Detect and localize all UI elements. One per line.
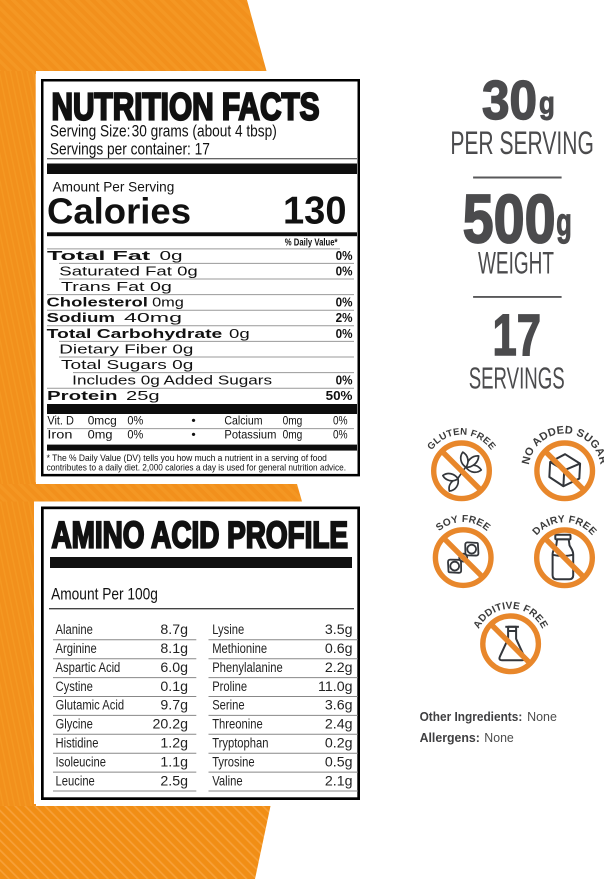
svg-text:Arginine: Arginine (56, 641, 97, 657)
svg-text:9.7g: 9.7g (160, 698, 188, 714)
svg-text:50%: 50% (326, 389, 353, 403)
svg-text:Dietary Fiber 0g: Dietary Fiber 0g (59, 342, 193, 356)
svg-text:AMINO ACID PROFILE: AMINO ACID PROFILE (52, 513, 349, 555)
svg-text:Methionine: Methionine (212, 641, 267, 657)
svg-text:0%: 0% (336, 296, 353, 310)
svg-text:Serving Size: 30 grams (about: Serving Size: 30 grams (about 4 tbsp) (50, 121, 277, 140)
svg-text:Trans Fat 0g: Trans Fat 0g (61, 280, 172, 294)
svg-text:0mg: 0mg (152, 296, 184, 310)
svg-text:0%: 0% (127, 428, 143, 442)
svg-text:Total Carbohydrate: Total Carbohydrate (47, 327, 223, 341)
svg-text:Includes 0g Added Sugars: Includes 0g Added Sugars (72, 374, 272, 388)
svg-text:2%: 2% (336, 311, 353, 325)
svg-text:Total Sugars 0g: Total Sugars 0g (61, 358, 193, 372)
svg-text:Amount Per 100g: Amount Per 100g (51, 586, 158, 604)
svg-text:contributes to a daily diet. 2: contributes to a daily diet. 2,000 calor… (47, 462, 346, 472)
svg-text:0.1g: 0.1g (160, 679, 188, 695)
svg-text:2.1g: 2.1g (325, 773, 353, 789)
svg-text:Glycine: Glycine (56, 717, 93, 733)
svg-text:2.4g: 2.4g (325, 717, 353, 733)
svg-text:25g: 25g (126, 389, 160, 403)
svg-text:0g: 0g (229, 327, 250, 341)
svg-text:0%: 0% (333, 428, 348, 442)
svg-text:% Daily Value*: % Daily Value* (285, 238, 338, 249)
svg-text:Total Fat: Total Fat (47, 249, 152, 263)
svg-text:Alanine: Alanine (56, 622, 93, 638)
svg-text:0.2g: 0.2g (325, 736, 353, 752)
svg-text:Tyrosine: Tyrosine (212, 754, 254, 770)
svg-text:Other Ingredients:: Other Ingredients: (420, 709, 523, 724)
svg-text:0mcg: 0mcg (88, 414, 117, 428)
svg-text:0.5g: 0.5g (325, 754, 353, 770)
svg-text:Iron: Iron (47, 428, 72, 442)
svg-text:0mg: 0mg (283, 428, 303, 442)
svg-text:Lysine: Lysine (212, 622, 244, 638)
svg-text:0mg: 0mg (283, 414, 303, 428)
svg-text:0mg: 0mg (88, 428, 113, 442)
svg-text:Calories: Calories (47, 191, 191, 232)
svg-text:30: 30 (482, 70, 537, 131)
svg-text:Threonine: Threonine (212, 717, 263, 733)
svg-text:1.2g: 1.2g (160, 736, 188, 752)
svg-text:0%: 0% (336, 327, 353, 341)
svg-text:Saturated Fat 0g: Saturated Fat 0g (59, 264, 198, 278)
svg-text:Cholesterol: Cholesterol (47, 296, 148, 310)
svg-text:20.2g: 20.2g (152, 717, 188, 733)
svg-text:Tryptophan: Tryptophan (212, 736, 268, 752)
svg-text:Leucine: Leucine (56, 773, 95, 789)
svg-text:Phenylalanine: Phenylalanine (212, 660, 283, 676)
svg-text:WEIGHT: WEIGHT (478, 245, 554, 281)
svg-text:Cystine: Cystine (56, 679, 93, 695)
svg-text:17: 17 (492, 303, 541, 368)
svg-text:Protein: Protein (47, 389, 118, 403)
svg-text:Calcium: Calcium (224, 414, 262, 428)
svg-text:8.1g: 8.1g (160, 641, 188, 657)
svg-text:Servings per container: 17: Servings per container: 17 (50, 140, 210, 159)
svg-text:Sodium: Sodium (47, 311, 116, 325)
svg-text:0%: 0% (333, 414, 348, 428)
svg-text:0%: 0% (336, 249, 353, 263)
svg-text:PER SERVING: PER SERVING (450, 125, 594, 161)
svg-text:40mg: 40mg (124, 311, 182, 325)
svg-text:2.2g: 2.2g (325, 660, 353, 676)
svg-text:0%: 0% (336, 374, 353, 388)
svg-text:g: g (539, 85, 555, 121)
svg-text:2.5g: 2.5g (160, 773, 188, 789)
svg-text:None: None (484, 730, 514, 745)
svg-text:3.5g: 3.5g (325, 622, 353, 638)
svg-text:NUTRITION FACTS: NUTRITION FACTS (52, 87, 320, 129)
svg-text:6.0g: 6.0g (160, 660, 188, 676)
svg-text:•: • (191, 414, 195, 428)
svg-text:Aspartic Acid: Aspartic Acid (56, 660, 121, 676)
svg-text:g: g (556, 202, 572, 245)
svg-text:500: 500 (463, 181, 556, 258)
svg-text:Isoleucine: Isoleucine (56, 754, 107, 770)
svg-text:130: 130 (283, 190, 347, 233)
svg-text:Potassium: Potassium (224, 428, 276, 442)
svg-text:0g: 0g (160, 249, 183, 263)
svg-text:1.1g: 1.1g (160, 754, 188, 770)
svg-text:Serine: Serine (212, 698, 244, 714)
svg-text:0%: 0% (127, 414, 143, 428)
svg-text:Vit. D: Vit. D (47, 414, 74, 428)
svg-text:11.0g: 11.0g (318, 679, 352, 695)
svg-text:8.7g: 8.7g (160, 622, 188, 638)
svg-text:Histidine: Histidine (56, 736, 99, 752)
svg-text:3.6g: 3.6g (325, 698, 353, 714)
svg-text:Allergens:: Allergens: (420, 730, 480, 745)
svg-text:0.6g: 0.6g (325, 641, 353, 657)
svg-text:Amount Per Serving: Amount Per Serving (53, 179, 175, 194)
svg-text:None: None (527, 709, 557, 724)
svg-text:Proline: Proline (212, 679, 247, 695)
svg-text:Valine: Valine (212, 773, 242, 789)
svg-text:* The % Daily Value (DV) tells: * The % Daily Value (DV) tells you how m… (47, 453, 327, 463)
svg-text:•: • (191, 428, 195, 442)
svg-text:SERVINGS: SERVINGS (469, 360, 565, 395)
svg-text:0%: 0% (336, 264, 353, 278)
svg-text:Glutamic Acid: Glutamic Acid (56, 698, 125, 714)
